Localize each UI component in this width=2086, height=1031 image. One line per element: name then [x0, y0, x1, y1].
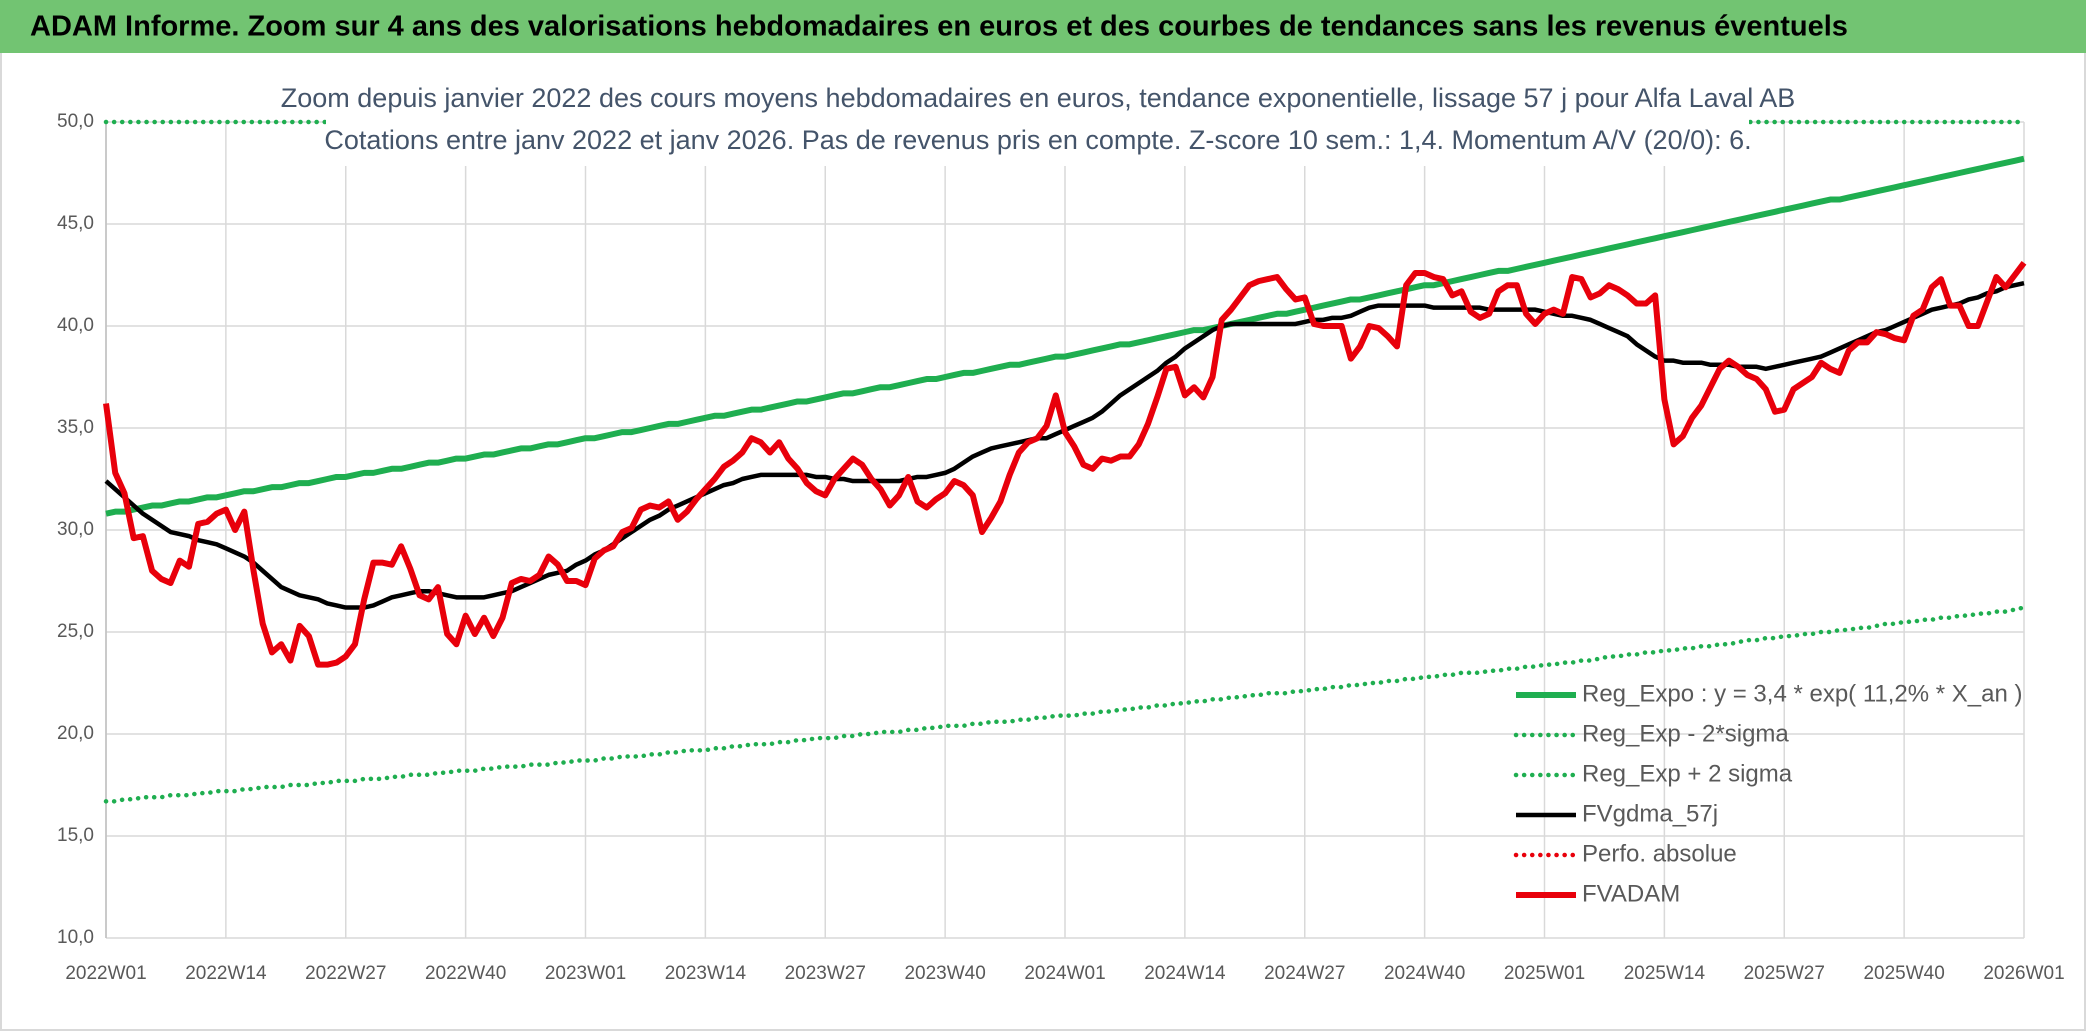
series-line: [103, 605, 2027, 804]
x-tick-label: 2023W27: [785, 963, 866, 984]
y-tick-label: 30,0: [57, 519, 94, 540]
x-tick-label: 2026W01: [1983, 963, 2064, 984]
legend-label: Reg_Expo : y = 3,4 * exp( 11,2% * X_an ): [1582, 680, 2022, 707]
x-tick-label: 2024W01: [1024, 963, 1105, 984]
x-tick-label: 2024W27: [1264, 963, 1345, 984]
legend: Reg_Expo : y = 3,4 * exp( 11,2% * X_an )…: [1513, 680, 2022, 907]
legend-label: Perfo. absolue: [1582, 840, 1737, 867]
legend-label: FVgdma_57j: [1582, 800, 1718, 827]
x-tick-label: 2023W40: [904, 963, 985, 984]
x-tick-label: 2025W14: [1624, 963, 1706, 984]
x-tick-label: 2022W14: [185, 963, 267, 984]
subtitle-background: [326, 77, 1749, 166]
x-tick-label: 2024W40: [1384, 963, 1465, 984]
title-banner: [0, 0, 2086, 53]
x-tick-label: 2025W01: [1504, 963, 1585, 984]
y-tick-label: 20,0: [57, 723, 94, 744]
subtitle: Cotations entre janv 2022 et janv 2026. …: [324, 125, 1751, 155]
x-tick-label: 2022W40: [425, 963, 506, 984]
x-tick-label: 2022W01: [65, 963, 146, 984]
y-tick-label: 50,0: [57, 111, 94, 132]
x-tick-label: 2023W01: [545, 963, 626, 984]
x-tick-label: 2024W14: [1144, 963, 1226, 984]
y-tick-label: 25,0: [57, 621, 94, 642]
y-tick-label: 35,0: [57, 417, 94, 438]
legend-label: Reg_Exp + 2 sigma: [1582, 760, 1793, 787]
legend-label: FVADAM: [1582, 880, 1680, 907]
lines: [103, 119, 2027, 804]
x-tick-label: 2022W27: [305, 963, 386, 984]
legend-label: Reg_Exp - 2*sigma: [1582, 720, 1789, 747]
y-tick-label: 40,0: [57, 315, 94, 336]
y-tick-label: 45,0: [57, 213, 94, 234]
chart-title: ADAM Informe. Zoom sur 4 ans des valoris…: [30, 11, 1848, 43]
subtitle: Zoom depuis janvier 2022 des cours moyen…: [281, 83, 1795, 113]
series-line: [103, 260, 2027, 668]
series-line: [105, 155, 2025, 517]
x-tick-label: 2023W14: [665, 963, 747, 984]
y-tick-label: 15,0: [57, 825, 94, 846]
y-tick-label: 10,0: [57, 927, 94, 948]
x-tick-label: 2025W40: [1863, 963, 1944, 984]
x-tick-label: 2025W27: [1744, 963, 1825, 984]
